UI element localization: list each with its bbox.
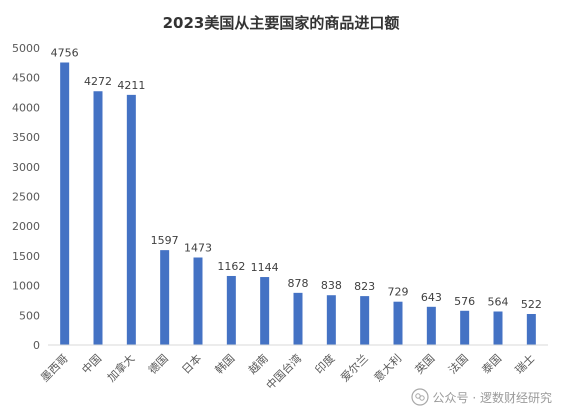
bar xyxy=(426,306,436,345)
bar xyxy=(393,301,403,345)
data-label: 643 xyxy=(421,291,442,304)
bar xyxy=(260,277,270,345)
y-tick-label: 4000 xyxy=(12,101,40,114)
bar xyxy=(226,275,236,345)
x-tick-label: 意大利 xyxy=(371,351,404,384)
y-tick-label: 2000 xyxy=(12,220,40,233)
bar xyxy=(93,91,103,346)
data-label: 1597 xyxy=(151,234,179,247)
data-label: 878 xyxy=(288,277,309,290)
bar xyxy=(326,295,336,345)
bar xyxy=(160,250,170,345)
data-label: 522 xyxy=(521,298,542,311)
bars xyxy=(60,62,536,346)
data-label: 729 xyxy=(388,286,409,299)
x-tick-label: 中国 xyxy=(79,352,104,377)
bar xyxy=(293,292,303,345)
x-tick-label: 越南 xyxy=(245,351,270,376)
y-tick-label: 5000 xyxy=(12,42,40,55)
bar xyxy=(460,310,470,345)
x-tick-label: 泰国 xyxy=(479,351,504,376)
y-tick-label: 2500 xyxy=(12,191,40,204)
data-label: 564 xyxy=(488,295,509,308)
data-label: 1162 xyxy=(217,260,245,273)
x-tick-label: 爱尔兰 xyxy=(338,352,371,385)
y-tick-label: 0 xyxy=(33,339,40,352)
bar xyxy=(60,62,70,346)
x-tick-label: 德国 xyxy=(145,351,170,376)
watermark-text: 公众号 · 逻数财经研究 xyxy=(432,390,552,405)
x-tick-label: 中国台湾 xyxy=(263,351,304,392)
bar xyxy=(193,257,203,345)
x-tick-label: 加拿大 xyxy=(104,351,137,384)
bar xyxy=(360,296,370,345)
bar xyxy=(126,94,136,345)
y-tick-label: 1000 xyxy=(12,280,40,293)
data-label: 4756 xyxy=(51,46,79,59)
data-label: 823 xyxy=(354,280,375,293)
y-tick-label: 1500 xyxy=(12,250,40,263)
y-tick-label: 500 xyxy=(19,309,40,322)
chart-title: 2023美国从主要国家的商品进口额 xyxy=(163,14,400,32)
data-labels: 4756 4272 4211 1597 1473 1162 1144 878 838 823 729… xyxy=(51,46,542,310)
y-tick-label: 3000 xyxy=(12,161,40,174)
watermark: 公众号 · 逻数财经研究 xyxy=(410,388,552,406)
x-tick-label: 法国 xyxy=(445,351,470,376)
data-label: 838 xyxy=(321,279,342,292)
x-tick-label: 韩国 xyxy=(212,351,237,376)
data-label: 4272 xyxy=(84,75,112,88)
x-tick-label: 印度 xyxy=(312,351,337,376)
y-tick-label: 4500 xyxy=(12,72,40,85)
data-label: 1473 xyxy=(184,242,212,255)
x-tick-label: 墨西哥 xyxy=(38,352,71,385)
bar xyxy=(526,313,536,345)
x-tick-label: 英国 xyxy=(412,351,437,376)
data-label: 576 xyxy=(454,295,475,308)
bar xyxy=(493,311,503,345)
data-label: 1144 xyxy=(251,261,279,274)
x-tick-label: 日本 xyxy=(179,351,204,376)
x-tick-label: 瑞士 xyxy=(512,351,537,376)
y-tick-label: 3500 xyxy=(12,131,40,144)
y-axis: 0 500 1000 1500 2000 2500 3000 3500 4000 4500 5000 xyxy=(12,42,40,352)
data-label: 4211 xyxy=(117,79,145,92)
wechat-icon xyxy=(410,388,429,406)
